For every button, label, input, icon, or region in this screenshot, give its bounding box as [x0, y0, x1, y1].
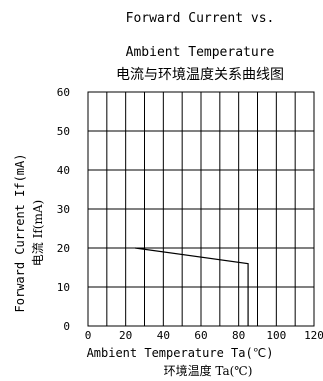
y-tick-label: 0 — [63, 320, 70, 333]
x-tick-label: 80 — [232, 329, 245, 342]
plot-frame — [87, 91, 315, 327]
y-tick-labels: 0 10 20 30 40 50 60 — [57, 86, 70, 333]
x-tick-label: 20 — [119, 329, 132, 342]
y-tick-label: 50 — [57, 125, 70, 138]
chart-title-cn: 电流与环境温度关系曲线图 — [116, 67, 284, 83]
chart-title-en-line1: Forward Current vs. — [126, 11, 275, 26]
y-tick-label: 10 — [57, 281, 70, 294]
series-layer — [135, 247, 249, 326]
x-tick-label: 60 — [194, 329, 207, 342]
x-axis-label-cn: 环境温度 Ta(℃) — [164, 363, 253, 378]
y-tick-label: 60 — [57, 86, 70, 99]
x-tick-label: 0 — [85, 329, 92, 342]
x-tick-label: 40 — [157, 329, 170, 342]
chart-title-en-line2: Ambient Temperature — [126, 45, 275, 60]
x-tick-labels: 0 20 40 60 80 100 120 — [85, 329, 323, 342]
series-line-0 — [135, 247, 249, 326]
grid-layer — [88, 92, 314, 326]
x-axis-label-en: Ambient Temperature Ta(℃) — [87, 346, 274, 360]
y-tick-label: 20 — [57, 242, 70, 255]
y-tick-label: 40 — [57, 164, 70, 177]
y-axis-label-en: Forward Current If(mA) — [13, 154, 27, 313]
y-tick-label: 30 — [57, 203, 70, 216]
x-tick-label: 120 — [304, 329, 323, 342]
x-tick-label: 100 — [266, 329, 286, 342]
y-axis-label-cn: 电流 If(mA) — [31, 200, 45, 266]
